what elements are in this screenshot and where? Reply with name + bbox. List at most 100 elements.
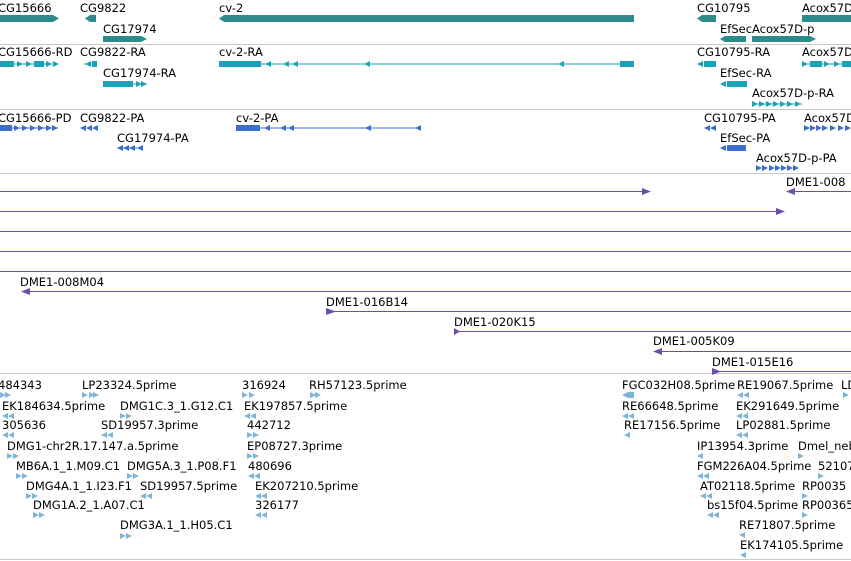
est-feature[interactable]: FGC032H08.5prime [622, 378, 735, 398]
est-arrow [242, 392, 248, 398]
transcript-feature[interactable]: CG17974-RA [103, 66, 176, 87]
est-arrow [101, 432, 107, 438]
protein-feature[interactable]: Acox57D-p-PA [756, 151, 837, 171]
gene-feature[interactable]: EfSec [720, 22, 752, 42]
clone-feature[interactable] [0, 208, 785, 215]
clone-feature[interactable]: DME1-005K09 [653, 334, 851, 355]
est-feature[interactable]: IP13954.3prime [697, 439, 788, 459]
est-feature[interactable]: EP08727.3prime [247, 439, 342, 459]
est-feature[interactable]: 484343 [0, 378, 42, 398]
est-arrow [2, 432, 8, 438]
est-feature[interactable]: 480696 [248, 459, 292, 479]
est-feature[interactable]: bs15f04.5prime [707, 498, 798, 518]
est-feature[interactable]: RE19067.5prime [737, 378, 833, 398]
protein-feature[interactable]: CG17974-PA [117, 131, 189, 151]
protein-label: Acox57D [804, 111, 851, 125]
est-feature[interactable]: Dmel_neb [798, 439, 851, 459]
est-feature[interactable]: SD19957.3prime [101, 418, 198, 438]
est-feature[interactable]: DMG5A.3_1.P08.F1 [127, 459, 237, 479]
clone-label: DME1-020K15 [454, 315, 536, 329]
transcript-feature[interactable]: EfSec-RA [720, 66, 772, 87]
transcript-feature[interactable]: CG9822-RA [80, 45, 146, 67]
transcript-label: CG17974-RA [103, 66, 176, 80]
est-feature[interactable]: 305636 [2, 418, 46, 438]
est-feature[interactable]: EK207210.5prime [255, 479, 358, 499]
est-feature[interactable]: 326177 [255, 498, 299, 518]
est-feature[interactable]: RP00365 [802, 498, 851, 518]
gene-feature[interactable]: CG9822 [80, 1, 126, 22]
est-feature[interactable]: EK174105.5prime [740, 538, 843, 558]
est-arrow [843, 392, 849, 398]
est-feature[interactable]: EK197857.5prime [244, 399, 347, 419]
gene-arrow [720, 36, 746, 42]
protein-feature[interactable]: CG9822-PA [80, 111, 145, 131]
gene-label: CG15666 [0, 1, 52, 15]
est-feature[interactable]: DMG1C.3_1.G12.C1 [120, 399, 233, 419]
transcript-feature[interactable]: CG10795-RA [697, 45, 770, 67]
transcript-feature[interactable]: Acox57D [802, 45, 851, 67]
est-feature[interactable]: DMG3A.1_1.H05.C1 [120, 518, 233, 539]
est-feature[interactable]: LD [841, 378, 851, 398]
clone-feature[interactable]: DME1-015E16 [712, 355, 851, 375]
protein-feature[interactable]: CG10795-PA [704, 111, 776, 131]
exon-arrows [117, 145, 143, 151]
est-feature[interactable]: 442712 [247, 418, 291, 438]
clone-label: DME1-015E16 [712, 355, 793, 369]
transcript-feature[interactable]: cv-2-RA [219, 45, 634, 67]
gene-feature[interactable]: Acox57D [802, 1, 851, 22]
est-feature[interactable]: AT02118.5prime [700, 479, 795, 499]
clone-feature[interactable]: DME1-008M04 [20, 275, 851, 295]
est-feature[interactable]: EK291649.5prime [736, 399, 839, 419]
gene-arrow [697, 15, 716, 22]
transcript-feature[interactable]: CG15666-RD [0, 45, 73, 67]
gene-feature[interactable]: CG17974 [103, 22, 157, 42]
protein-feature[interactable]: CG15666-PD [0, 111, 72, 131]
clone-arrow [776, 208, 785, 215]
est-feature[interactable]: LP02881.5prime [736, 418, 830, 438]
est-arrow [2, 413, 8, 419]
est-label: FGC032H08.5prime [622, 378, 735, 392]
est-label: IP13954.3prime [697, 439, 788, 453]
est-feature[interactable]: DMG4A.1_1.I23.F1 [26, 479, 132, 499]
est-arrow [798, 453, 804, 459]
est-feature[interactable]: RE17156.5prime [624, 418, 720, 438]
protein-feature[interactable]: EfSec-PA [720, 131, 770, 151]
gene-feature[interactable]: cv-2 [219, 1, 634, 22]
est-feature[interactable]: DMG1A.2_1.A07.C1 [33, 498, 145, 518]
est-feature[interactable]: SD19957.5prime [140, 479, 237, 499]
est-feature[interactable]: RP0035 [802, 479, 846, 499]
est-label: RE71807.5prime [739, 518, 835, 532]
est-label: 442712 [247, 418, 291, 432]
gene-label: CG10795 [697, 1, 751, 15]
exon-arrows [103, 81, 147, 87]
clone-feature[interactable]: DME1-016B14 [326, 295, 851, 315]
transcript-feature[interactable]: Acox57D-p-RA [752, 86, 834, 107]
protein-feature[interactable]: Acox57D [804, 111, 851, 131]
est-feature[interactable]: 52107 [818, 459, 851, 479]
est-feature[interactable]: LP23324.5prime [82, 378, 176, 398]
est-feature[interactable]: RE66648.5prime [622, 399, 718, 419]
est-label: Dmel_neb [798, 439, 851, 453]
est-feature[interactable]: 316924 [242, 378, 286, 398]
gene-feature[interactable]: CG10795 [697, 1, 751, 22]
clone-feature[interactable] [0, 188, 651, 195]
est-feature[interactable]: RE71807.5prime [739, 518, 835, 538]
est-arrow [310, 392, 316, 398]
est-feature[interactable]: RH57123.5prime [309, 378, 407, 398]
clone-feature[interactable]: DME1-020K15 [454, 315, 851, 335]
gene-feature[interactable]: CG15666 [0, 1, 59, 22]
protein-feature[interactable]: cv-2-PA [236, 111, 421, 131]
est-label: MB6A.1_1.M09.C1 [16, 459, 120, 473]
gene-feature[interactable]: Acox57D-p [752, 22, 816, 42]
protein-label: Acox57D-p-PA [756, 151, 837, 165]
clone-feature[interactable]: DME1-008 [786, 175, 851, 195]
est-arrow [16, 473, 22, 479]
est-feature[interactable]: FGM226A04.5prime [697, 459, 811, 479]
est-feature[interactable]: EK184634.5prime [2, 399, 105, 419]
est-feature[interactable]: DMG1-chr2R.17.147.a.5prime [7, 439, 178, 459]
clone-label: DME1-016B14 [326, 295, 408, 309]
est-label: DMG4A.1_1.I23.F1 [26, 479, 132, 493]
est-feature[interactable]: MB6A.1_1.M09.C1 [16, 459, 120, 479]
clone-arrow [642, 188, 651, 195]
gene-label: EfSec [720, 22, 752, 36]
